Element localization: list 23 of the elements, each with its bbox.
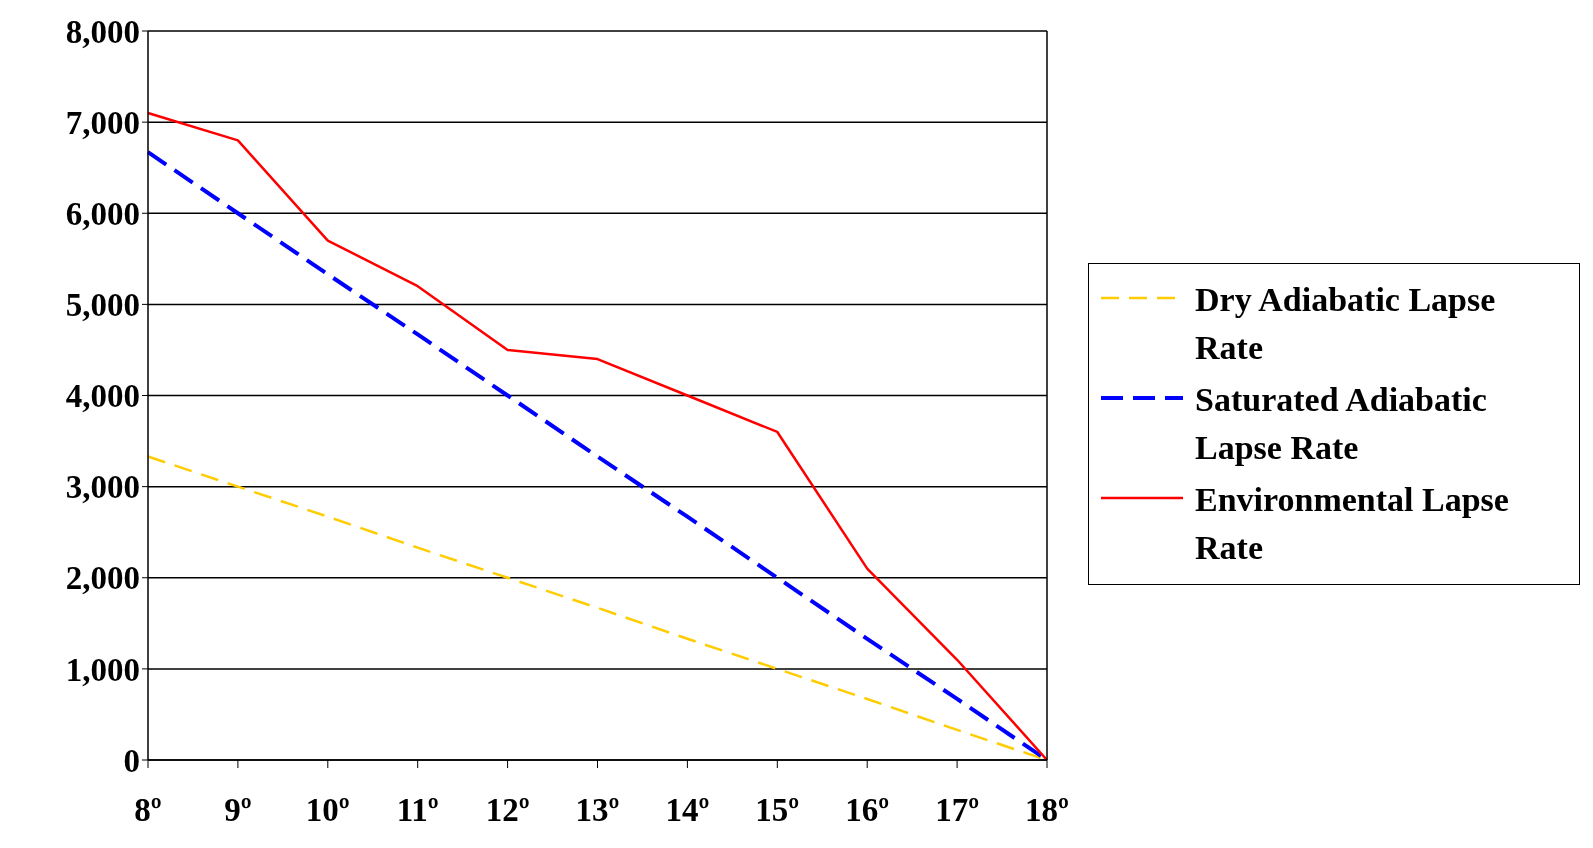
y-tick-label: 0 bbox=[123, 742, 140, 779]
y-tick-label: 1,000 bbox=[65, 651, 140, 688]
x-tick-label: 9º bbox=[224, 792, 252, 829]
x-tick-label: 14º bbox=[665, 792, 710, 829]
x-tick-label: 13º bbox=[575, 792, 620, 829]
y-tick-label: 8,000 bbox=[65, 13, 140, 50]
y-tick-label: 6,000 bbox=[65, 195, 140, 232]
x-tick-label: 12º bbox=[485, 792, 530, 829]
y-tick-label: 7,000 bbox=[65, 104, 140, 141]
x-tick-label: 17º bbox=[935, 792, 980, 829]
x-tick-label: 15º bbox=[755, 792, 800, 829]
legend-label: Dry Adiabatic Lapse Rate bbox=[1195, 280, 1497, 368]
legend-label: Saturated Adiabatic Lapse Rate bbox=[1195, 380, 1488, 468]
x-tick-label: 8º bbox=[134, 792, 162, 829]
y-tick-label: 3,000 bbox=[65, 469, 140, 506]
y-tick-label: 2,000 bbox=[65, 560, 140, 597]
legend-label: Environmental Lapse Rate bbox=[1195, 480, 1510, 568]
x-tick-label: 18º bbox=[1025, 792, 1069, 829]
x-tick-label: 10º bbox=[305, 792, 350, 829]
y-tick-label: 5,000 bbox=[65, 287, 140, 324]
y-tick-label: 4,000 bbox=[65, 378, 140, 415]
x-tick-label: 16º bbox=[845, 792, 890, 829]
x-tick-label: 11º bbox=[396, 792, 439, 829]
